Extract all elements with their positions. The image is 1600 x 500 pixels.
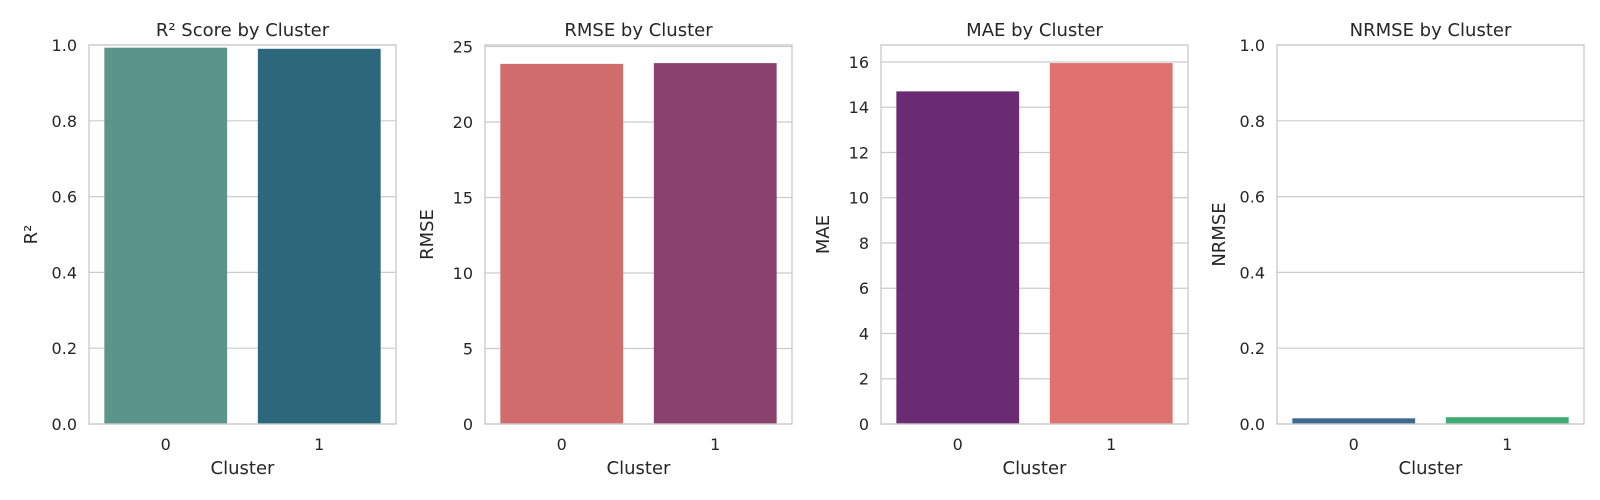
y-tick-label: 12 — [849, 143, 869, 162]
y-tick-label: 14 — [849, 98, 869, 117]
y-tick-label: 1.0 — [1240, 36, 1265, 55]
axes-frame — [880, 44, 1189, 425]
chart-panel-3: 0.0 0.2 0.4 0.6 0.8 1.0 0 1 NRMSE by Cluster Clus… — [1209, 20, 1585, 479]
bar-cluster-1 — [653, 63, 777, 425]
y-tick-label: 5 — [463, 340, 473, 359]
x-tick-label: 1 — [1502, 435, 1512, 454]
y-tick-label: 6 — [859, 279, 869, 298]
bar-cluster-0 — [896, 91, 1020, 424]
y-tick-label: 8 — [859, 234, 869, 253]
y-tick-label: 0.6 — [1240, 188, 1265, 207]
chart-title: NRMSE by Cluster — [1350, 20, 1512, 41]
y-tick-label: 0.2 — [52, 339, 77, 358]
y-tick-label: 2 — [859, 370, 869, 389]
chart-title: R² Score by Cluster — [156, 20, 330, 41]
y-tick-label: 0 — [859, 415, 869, 434]
y-tick-label: 0.8 — [1240, 112, 1265, 131]
bar-cluster-0 — [500, 63, 624, 424]
x-tick-label: 1 — [710, 435, 720, 454]
bar-cluster-1 — [257, 48, 381, 424]
y-axis-label: MAE — [813, 215, 834, 254]
y-axis-label: RMSE — [417, 209, 438, 260]
x-tick-label: 0 — [1349, 435, 1359, 454]
x-tick-label: 0 — [161, 435, 171, 454]
x-axis-label: Cluster — [211, 458, 275, 479]
y-tick-label: 10 — [453, 264, 473, 283]
chart-panel-1: 0 5 10 15 20 25 0 1 RMSE by Cluster Cluster RMSE — [417, 20, 793, 479]
y-tick-label: 15 — [453, 189, 473, 208]
x-axis-label: Cluster — [1003, 458, 1067, 479]
axes-frame — [1276, 44, 1585, 425]
bar-cluster-1 — [1049, 63, 1173, 424]
axes-frame — [484, 44, 793, 425]
y-axis-label: R² — [21, 225, 42, 245]
y-tick-label: 0.4 — [52, 263, 77, 282]
y-tick-label: 0 — [463, 415, 473, 434]
chart-title: RMSE by Cluster — [564, 20, 713, 41]
y-tick-label: 10 — [849, 189, 869, 208]
x-tick-label: 0 — [953, 435, 963, 454]
y-tick-label: 4 — [859, 324, 869, 343]
y-tick-label: 0.0 — [1240, 415, 1265, 434]
y-tick-label: 0.2 — [1240, 339, 1265, 358]
y-tick-label: 20 — [453, 113, 473, 132]
chart-panel-2: 0 2 4 6 8 10 12 14 16 0 1 MAE by Cluster Cluster MAE — [813, 20, 1189, 479]
y-axis-label: NRMSE — [1209, 202, 1230, 266]
y-tick-label: 0.4 — [1240, 263, 1265, 282]
x-tick-label: 1 — [314, 435, 324, 454]
x-tick-label: 1 — [1106, 435, 1116, 454]
y-tick-label: 1.0 — [52, 36, 77, 55]
x-tick-label: 0 — [557, 435, 567, 454]
y-tick-label: 0.8 — [52, 112, 77, 131]
bar-cluster-1 — [1445, 417, 1569, 424]
x-axis-label: Cluster — [1399, 458, 1463, 479]
y-tick-label: 0.0 — [52, 415, 77, 434]
chart-panel-0: 0.0 0.2 0.4 0.6 0.8 1.0 0 1 R² Score by Cluster C… — [21, 20, 397, 479]
bar-cluster-0 — [104, 47, 228, 424]
chart-title: MAE by Cluster — [966, 20, 1103, 41]
y-tick-label: 25 — [453, 38, 473, 57]
axes-frame — [88, 44, 397, 425]
bar-cluster-0 — [1292, 418, 1416, 424]
x-axis-label: Cluster — [607, 458, 671, 479]
y-tick-label: 16 — [849, 53, 869, 72]
y-tick-label: 0.6 — [52, 188, 77, 207]
